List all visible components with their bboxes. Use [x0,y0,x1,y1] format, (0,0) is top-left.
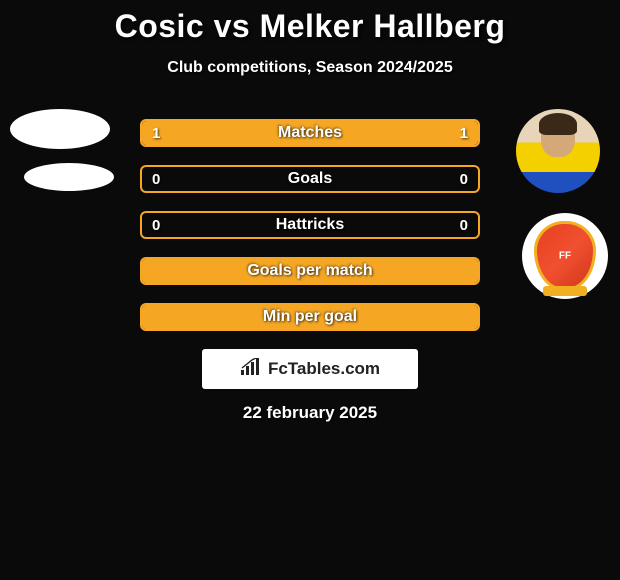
chart-icon [240,358,262,381]
stat-value-right: 0 [460,213,468,237]
stat-label: Goals per match [142,259,478,283]
stat-value-right: 1 [460,121,468,145]
comparison-card: Cosic vs Melker Hallberg Club competitio… [0,0,620,423]
stat-label: Hattricks [142,213,478,237]
stat-row-min-per-goal: Min per goal [140,303,480,331]
date-text: 22 february 2025 [0,403,620,423]
stat-bars: 1 Matches 1 0 Goals 0 0 Hattricks 0 Goal… [140,119,480,331]
brand-text: FcTables.com [268,359,380,379]
stat-row-goals: 0 Goals 0 [140,165,480,193]
brand-link[interactable]: FcTables.com [202,349,418,389]
club-badge-shield-icon [534,221,596,291]
club-badge-right [522,213,608,299]
club-badge-left [24,163,114,191]
stats-area: 1 Matches 1 0 Goals 0 0 Hattricks 0 Goal… [0,119,620,331]
page-title: Cosic vs Melker Hallberg [0,8,620,45]
player-avatar-right [516,109,600,193]
player-avatar-left [10,109,110,149]
stat-row-hattricks: 0 Hattricks 0 [140,211,480,239]
stat-row-matches: 1 Matches 1 [140,119,480,147]
stat-label: Min per goal [142,305,478,329]
left-player-avatars [10,109,114,205]
right-player-avatars [516,109,608,299]
stat-row-goals-per-match: Goals per match [140,257,480,285]
stat-label: Goals [142,167,478,191]
stat-value-right: 0 [460,167,468,191]
subtitle: Club competitions, Season 2024/2025 [0,59,620,77]
stat-label: Matches [142,121,478,145]
